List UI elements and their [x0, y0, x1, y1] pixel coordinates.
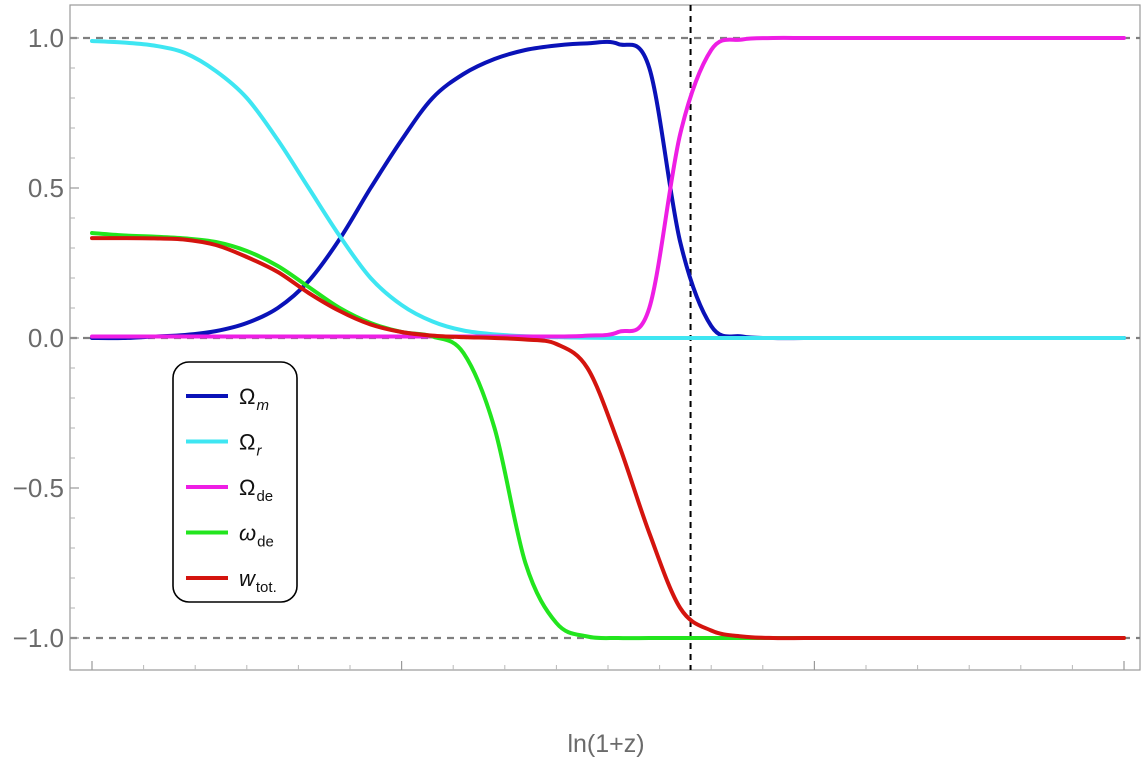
- legend-subscript-0: m: [256, 397, 269, 414]
- y-tick-label-4: −1.0: [13, 623, 64, 653]
- series-line-0: [90, 39, 1126, 341]
- y-tick-label-1: 0.5: [28, 173, 64, 203]
- series-line-2: [90, 35, 1126, 339]
- legend-subscript-3: de: [257, 534, 274, 551]
- x-axis-title: ln(1+z): [567, 730, 644, 758]
- legend-symbol-3: ω: [239, 521, 256, 546]
- series-line-1: [90, 39, 1126, 341]
- legend-symbol-0: Ω: [239, 384, 255, 409]
- legend-subscript-2: de: [256, 488, 273, 505]
- legend-label-0: Ωm: [239, 384, 269, 414]
- legend-label-2: Ωde: [239, 475, 273, 505]
- legend-label-1: Ωr: [239, 430, 262, 460]
- y-axis-ticks: 1.0 0.5 0.0 −0.5 −1.0: [13, 23, 79, 653]
- legend-symbol-4: w: [239, 566, 257, 591]
- y-tick-label-0: 1.0: [28, 23, 64, 53]
- legend-label-3: ωde: [239, 521, 274, 551]
- legend-label-4: wtot.: [239, 566, 277, 596]
- legend-subscript-4: tot.: [256, 579, 277, 596]
- y-tick-label-2: 0.0: [28, 323, 64, 353]
- y-tick-label-3: −0.5: [13, 473, 64, 503]
- legend-subscript-1: r: [256, 443, 262, 460]
- legend-symbol-1: Ω: [239, 430, 255, 455]
- legend-symbol-2: Ω: [239, 475, 255, 500]
- legend-box: [172, 361, 298, 603]
- x-axis-ticks: [91, 661, 1125, 670]
- series-lines: [90, 35, 1126, 641]
- series-line-4: [90, 236, 1126, 641]
